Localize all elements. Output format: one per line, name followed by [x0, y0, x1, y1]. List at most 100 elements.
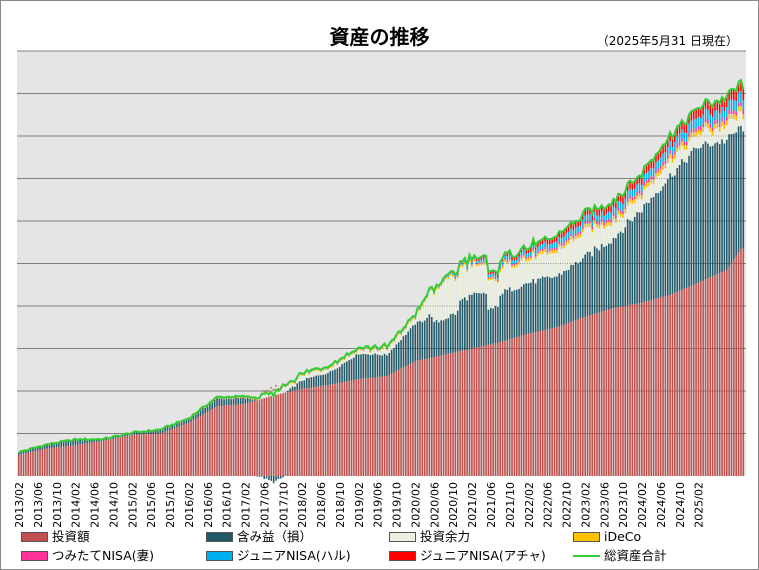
- bar-junior_haru: [709, 114, 712, 124]
- bar-junior_haru: [664, 152, 667, 161]
- bar-ideco: [723, 124, 726, 130]
- bar-unrealized: [657, 193, 660, 299]
- bar-unrealized: [265, 476, 268, 479]
- bar-ideco: [461, 265, 464, 268]
- bar-ideco: [567, 240, 570, 244]
- bar-junior_acha: [537, 241, 539, 247]
- bar-ideco: [334, 362, 336, 364]
- bar-junior_acha: [275, 384, 277, 386]
- bar-cash: [454, 280, 457, 315]
- chart-subtitle: （2025年5月31 日現在）: [596, 34, 738, 48]
- bar-junior_acha: [740, 80, 742, 92]
- bar-cash: [504, 262, 506, 290]
- bar-invest: [419, 360, 421, 476]
- bar-invest: [114, 438, 117, 476]
- bar-invest: [475, 347, 478, 476]
- bar-invest: [138, 434, 140, 476]
- bar-cash: [263, 393, 265, 399]
- bar-unrealized: [329, 371, 332, 385]
- bar-unrealized: [596, 248, 598, 314]
- bar-unrealized: [190, 418, 192, 422]
- bar-invest: [84, 443, 86, 476]
- bar-junior_acha: [598, 208, 601, 216]
- bar-unrealized: [565, 270, 568, 324]
- bar-unrealized: [176, 423, 178, 428]
- bar-invest: [716, 274, 719, 477]
- bar-unrealized: [301, 380, 303, 389]
- legend-label-junior-acha: ジュニアNISA(アチャ): [420, 548, 546, 563]
- bar-tsumitate: [740, 102, 742, 107]
- bar-unrealized: [456, 310, 459, 352]
- bar-ideco: [487, 278, 490, 281]
- bar-invest: [506, 340, 509, 476]
- bar-cash: [655, 177, 657, 194]
- bar-invest: [416, 360, 419, 476]
- bar-unrealized: [195, 414, 197, 419]
- bar-cash: [659, 173, 662, 191]
- bar-unrealized: [235, 397, 237, 405]
- bar-invest: [60, 446, 63, 476]
- bar-unrealized: [178, 423, 181, 427]
- bar-invest: [485, 345, 487, 476]
- bar-cash: [702, 131, 704, 145]
- bar-invest: [136, 434, 138, 476]
- bar-junior_haru: [650, 168, 653, 177]
- bar-cash: [664, 168, 667, 184]
- bar-ideco: [395, 336, 398, 338]
- bar-junior_acha: [674, 133, 676, 143]
- bar-invest: [700, 281, 702, 476]
- bar-tsumitate: [629, 195, 631, 199]
- bar-invest: [251, 401, 254, 477]
- bar-junior_haru: [692, 119, 695, 129]
- bar-junior_acha: [530, 246, 532, 252]
- bar-tsumitate: [579, 231, 582, 234]
- bar-tsumitate: [591, 226, 594, 230]
- bar-junior_acha: [546, 239, 549, 245]
- bar-invest: [18, 454, 20, 476]
- bar-ideco: [707, 123, 709, 129]
- bar-invest: [265, 397, 268, 477]
- bar-unrealized: [357, 354, 360, 380]
- bar-invest: [466, 349, 468, 476]
- bar-tsumitate: [549, 248, 551, 251]
- bar-invest: [638, 303, 641, 476]
- bar-ideco: [223, 398, 225, 400]
- bar-cash: [619, 216, 622, 232]
- bar-unrealized: [520, 286, 523, 336]
- bar-cash: [735, 120, 737, 133]
- bar-invest: [400, 368, 402, 476]
- bar-invest: [596, 313, 598, 476]
- bar-cash: [586, 227, 589, 252]
- chart-title: 資産の推移: [329, 25, 430, 49]
- bar-junior_acha: [560, 232, 563, 239]
- bar-unrealized: [461, 298, 464, 351]
- bar-junior_acha: [487, 272, 490, 275]
- bar-invest: [544, 329, 546, 476]
- bar-cash: [612, 219, 615, 238]
- bar-junior_acha: [610, 205, 612, 213]
- bar-cash: [669, 157, 671, 174]
- bar-invest: [390, 373, 393, 476]
- bar-junior_acha: [541, 239, 544, 245]
- bar-junior_haru: [735, 101, 737, 112]
- bar-unrealized: [438, 322, 440, 356]
- bar-ideco: [669, 153, 671, 158]
- bar-cash: [374, 348, 376, 354]
- bar-unrealized: [482, 292, 485, 346]
- bar-ideco: [419, 309, 421, 311]
- bar-invest: [695, 283, 697, 476]
- bar-ideco: [631, 200, 634, 205]
- bar-invest: [331, 384, 334, 476]
- bar-unrealized: [324, 374, 327, 386]
- bar-invest: [315, 386, 317, 476]
- bar-invest: [586, 315, 589, 476]
- bar-ideco: [492, 277, 494, 280]
- bar-unrealized: [473, 292, 476, 348]
- bar-cash: [530, 260, 532, 283]
- bar-junior_acha: [497, 273, 499, 278]
- bar-junior_haru: [414, 317, 417, 319]
- bar-junior_haru: [652, 168, 655, 177]
- bar-ideco: [659, 169, 662, 174]
- bar-tsumitate: [544, 247, 546, 249]
- bar-ideco: [728, 113, 730, 119]
